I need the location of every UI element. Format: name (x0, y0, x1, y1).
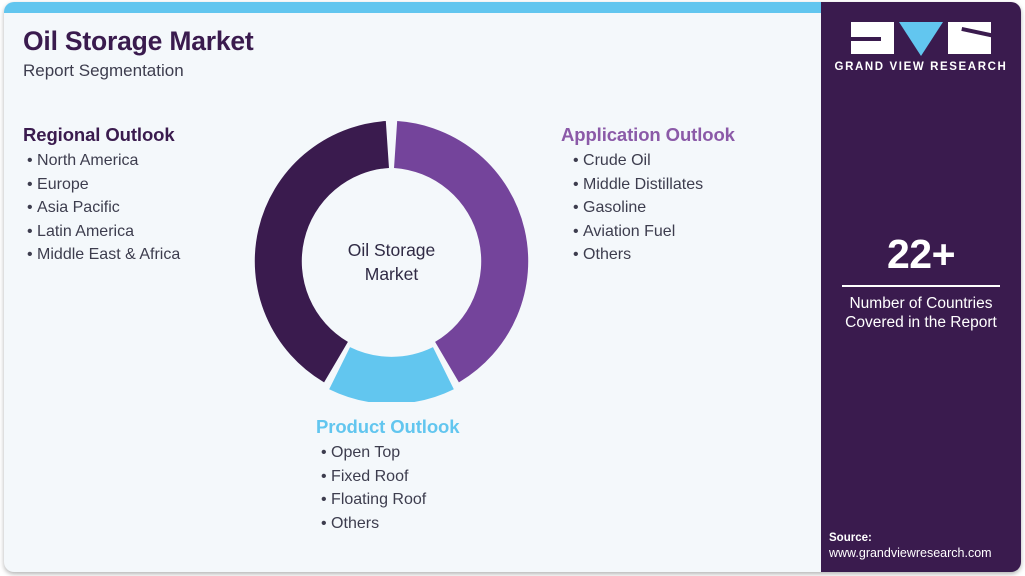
page-title: Oil Storage Market (23, 26, 254, 56)
regional-outlook-heading: Regional Outlook (23, 124, 175, 145)
list-item: Latin America (27, 220, 180, 244)
list-item: Open Top (321, 441, 459, 465)
stat-divider (842, 285, 1000, 287)
stat-label: Number of Countries Covered in the Repor… (821, 294, 1021, 333)
regional-outlook-list: North America Europe Asia Pacific Latin … (23, 149, 180, 267)
infographic-card: Oil Storage Market Report Segmentation O… (4, 2, 1021, 572)
application-outlook-list: Crude Oil Middle Distillates Gasoline Av… (561, 149, 735, 267)
top-accent-bar (4, 2, 821, 13)
stat-label-line-1: Number of Countries (849, 295, 993, 312)
list-item: Gasoline (573, 196, 735, 220)
logo-wordmark: GRAND VIEW RESEARCH (834, 61, 1008, 73)
source-url[interactable]: www.grandviewresearch.com (829, 546, 992, 560)
segmentation-donut-chart: Oil Storage Market (251, 121, 532, 404)
source-block: Source: www.grandviewresearch.com (829, 532, 1021, 560)
regional-outlook-block: Regional Outlook North America Europe As… (23, 124, 180, 267)
donut-segment-regional (254, 121, 390, 383)
product-outlook-block: Product Outlook Open Top Fixed Roof Floa… (312, 416, 460, 535)
product-outlook-heading: Product Outlook (316, 416, 460, 437)
donut-segment-product (329, 346, 454, 404)
list-item: Aviation Fuel (573, 220, 735, 244)
list-item: Others (321, 512, 459, 536)
list-item: Others (573, 243, 735, 267)
logo-marks (821, 22, 1021, 56)
stat-label-line-2: Covered in the Report (845, 314, 997, 332)
list-item: Crude Oil (573, 149, 735, 173)
countries-stat-block: 22+ Number of Countries Covered in the R… (821, 234, 1021, 333)
list-item: Middle East & Africa (27, 243, 180, 267)
stat-value: 22+ (886, 231, 956, 277)
r-block-icon (948, 22, 991, 54)
g-block-icon (851, 22, 894, 54)
brand-side-panel: GRAND VIEW RESEARCH 22+ Number of Countr… (821, 2, 1021, 572)
application-outlook-heading: Application Outlook (561, 124, 735, 145)
list-item: North America (27, 149, 180, 173)
donut-segment-application (393, 121, 529, 383)
grand-view-research-logo: GRAND VIEW RESEARCH (821, 22, 1021, 73)
list-item: Europe (27, 173, 180, 197)
list-item: Asia Pacific (27, 196, 180, 220)
product-outlook-list: Open Top Fixed Roof Floating Roof Others (312, 441, 459, 535)
donut-svg (254, 121, 529, 404)
page-subtitle: Report Segmentation (23, 61, 184, 80)
list-item: Middle Distillates (573, 173, 735, 197)
list-item: Floating Roof (321, 488, 459, 512)
list-item: Fixed Roof (321, 465, 459, 489)
source-label: Source: (829, 532, 872, 544)
application-outlook-block: Application Outlook Crude Oil Middle Dis… (561, 124, 735, 267)
v-triangle-icon (899, 22, 943, 56)
